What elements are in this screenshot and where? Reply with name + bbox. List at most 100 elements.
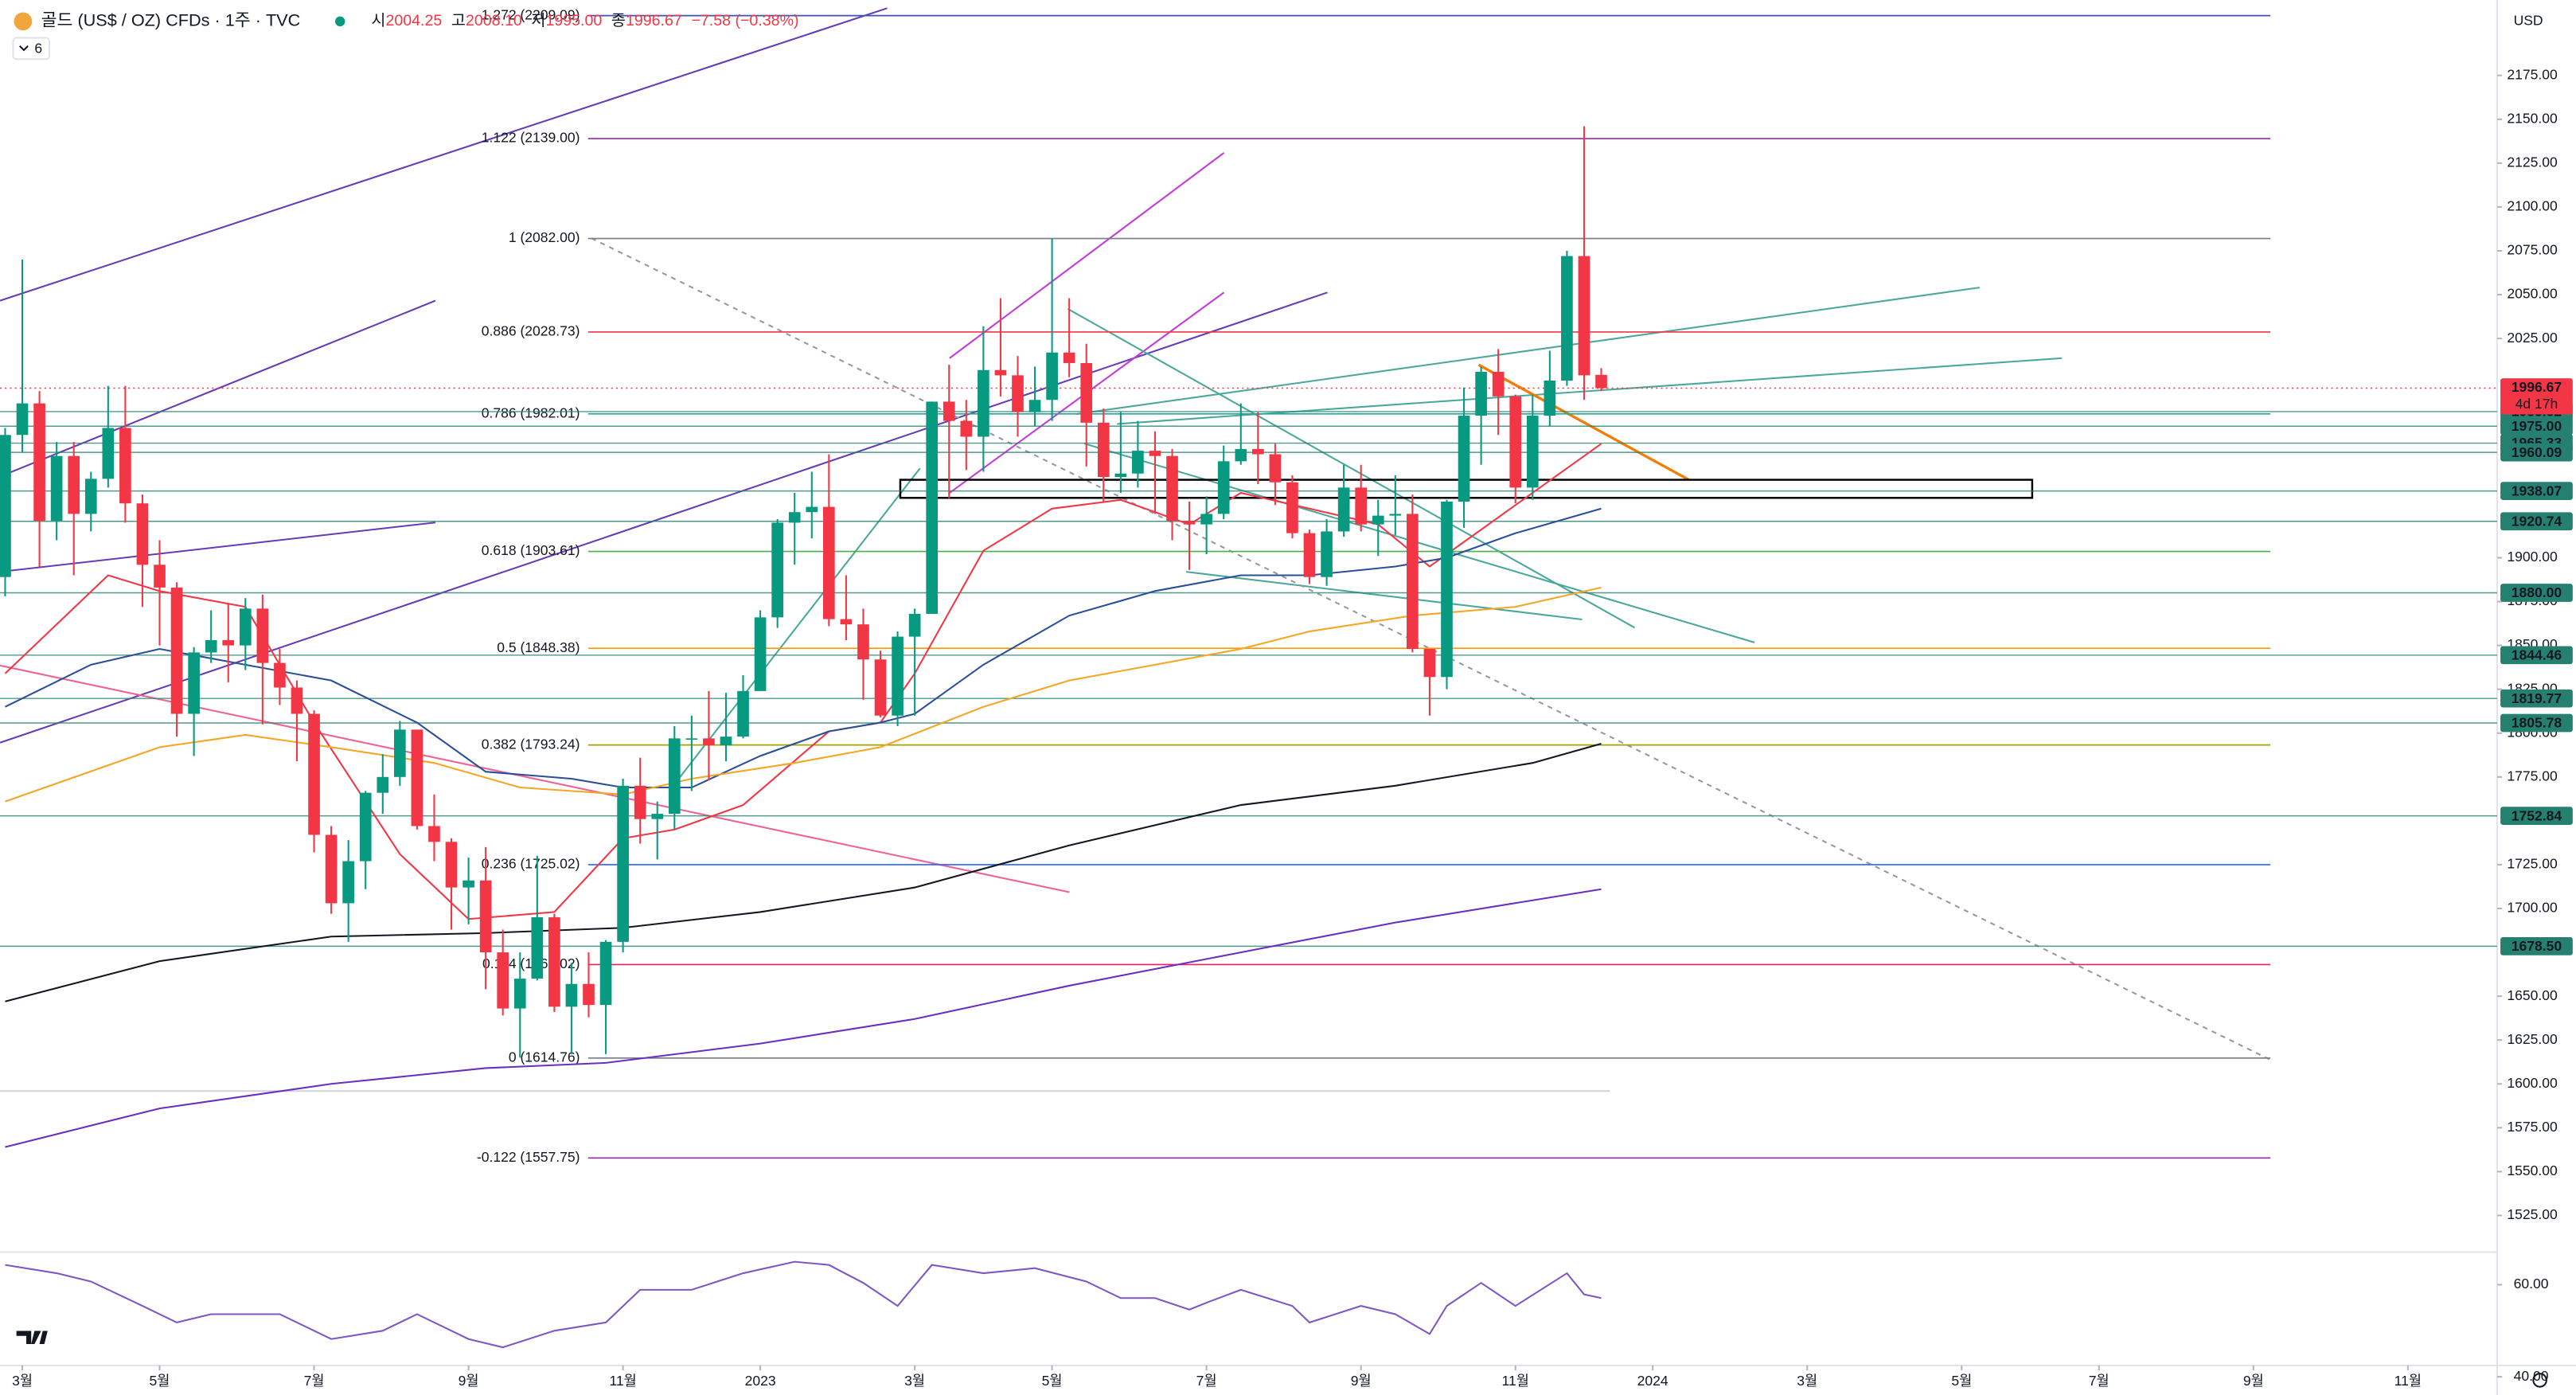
ohlc-change: −7.58 (−0.38%): [691, 12, 798, 29]
y-tick-label: 1900.00: [2507, 549, 2558, 565]
candle-body: [1441, 501, 1453, 678]
candle-body: [479, 880, 492, 953]
candle-body: [411, 729, 423, 826]
x-tick-label: 11월: [1502, 1373, 1529, 1389]
fib-label: 0.236 (1725.02): [482, 856, 580, 872]
candle-body: [634, 785, 646, 819]
fib-label: 1.272 (2209.09): [482, 6, 580, 22]
candle-body: [1458, 416, 1470, 502]
price-tag: [2500, 807, 2573, 825]
candle-body: [222, 639, 235, 646]
fib-label: -0.122 (1557.75): [477, 1149, 580, 1165]
candle-body: [428, 826, 440, 842]
price-tag: [2500, 713, 2573, 733]
candle-body: [16, 403, 29, 436]
x-tick-label: 2024: [1637, 1373, 1669, 1389]
x-tick-label: 2023: [745, 1373, 776, 1389]
rsi-pane: 60.00 40.00: [5, 1260, 2549, 1384]
candle-body: [1183, 521, 1196, 525]
y-tick-label: 1525.00: [2507, 1206, 2558, 1222]
indicator-toggle[interactable]: [12, 37, 50, 61]
candle-body: [1028, 400, 1041, 412]
chevron-icon: [19, 45, 29, 52]
trend-line: [1075, 287, 1980, 416]
price-tag-label: 1938.07: [2512, 483, 2562, 498]
candle-body: [1321, 531, 1333, 577]
candle-body: [1046, 352, 1058, 401]
y-tick-label: 1700.00: [2507, 900, 2558, 916]
trend-line: [1067, 308, 1635, 629]
ohlc-value: 1995.00: [545, 12, 602, 29]
candle-body: [1492, 371, 1505, 397]
candle-body: [1544, 380, 1556, 416]
candle-body: [926, 401, 939, 614]
x-tick-label: 7월: [2089, 1373, 2110, 1389]
candle-body: [1097, 422, 1110, 478]
market-status: [335, 16, 345, 27]
ohlc-label: 종: [611, 12, 626, 29]
fib-label: 1 (2082.00): [509, 229, 580, 245]
last-price-tag: [2500, 378, 2573, 415]
candle-body: [359, 792, 372, 862]
candle-body: [651, 814, 664, 819]
price-tag-label: 1844.46: [2512, 647, 2562, 662]
ohlc-label: 고: [451, 12, 466, 29]
x-tick-label: 7월: [304, 1373, 325, 1389]
price-tag: [2500, 443, 2573, 462]
candle-body: [1578, 256, 1590, 376]
candle-body: [806, 506, 818, 513]
y-tick-label: 1725.00: [2507, 856, 2558, 872]
candle-body: [908, 613, 921, 637]
fib-label: 0.382 (1793.24): [482, 736, 580, 752]
rsi-tick-label: 40.00: [2514, 1368, 2549, 1384]
candle-body: [1217, 461, 1230, 514]
fib-label: 0.618 (1903.61): [482, 542, 580, 558]
candle-body: [154, 565, 166, 588]
y-tick-label: 1575.00: [2507, 1119, 2558, 1135]
settings-icon[interactable]: [2532, 1373, 2547, 1388]
candle-body: [703, 738, 715, 746]
y-tick-label: 2150.00: [2507, 110, 2558, 126]
candle-body: [874, 659, 887, 716]
candle-body: [513, 979, 526, 1009]
candle-body: [788, 512, 801, 523]
y-tick-label: 1550.00: [2507, 1162, 2558, 1178]
price-tag-label: 1678.50: [2512, 938, 2562, 954]
logo: [16, 1331, 48, 1345]
candle-body: [1166, 455, 1178, 522]
candle-body: [136, 503, 149, 565]
candle-body: [1303, 533, 1316, 577]
ohlc-value: 2004.25: [385, 12, 442, 29]
price-tag: [2500, 584, 2573, 602]
candle-body: [1595, 374, 1607, 389]
trend-line: [1117, 357, 2063, 425]
ohlc-label: 시: [371, 12, 385, 29]
candle-body: [617, 785, 629, 942]
candle-body: [583, 983, 595, 1006]
currency: USD: [2514, 12, 2543, 28]
channel-line: [0, 522, 436, 573]
candle-body: [308, 713, 320, 835]
candle-body: [823, 506, 835, 619]
ohlc-readout: 시2004.25 고2008.10 저1995.00 종1996.67 −7.5…: [371, 12, 798, 29]
symbol-title: 골드 (US$ / OZ) CFDs · 1주 · TVC: [41, 10, 301, 30]
candle-body: [892, 636, 904, 716]
channel-line: [0, 7, 888, 302]
candle-body: [1269, 454, 1282, 483]
candle-body: [1337, 487, 1350, 532]
candle-body: [256, 608, 269, 663]
price-tag: [2500, 416, 2573, 436]
candle-body: [1080, 362, 1093, 423]
candle-body: [994, 369, 1007, 376]
fib-label: 0.786 (1982.01): [482, 404, 580, 420]
fib-label: 0 (1614.76): [509, 1049, 580, 1065]
price-tag-label: 1819.77: [2512, 690, 2562, 706]
y-tick-label: 1775.00: [2507, 768, 2558, 783]
candle-body: [102, 428, 115, 479]
ohlc-value: 2008.10: [466, 12, 522, 29]
x-tick-label: 5월: [1951, 1373, 1972, 1389]
moving-average: [5, 742, 1602, 1002]
y-tick-label: 2025.00: [2507, 330, 2558, 346]
candle-body: [497, 952, 509, 1009]
candle-body: [68, 455, 80, 514]
